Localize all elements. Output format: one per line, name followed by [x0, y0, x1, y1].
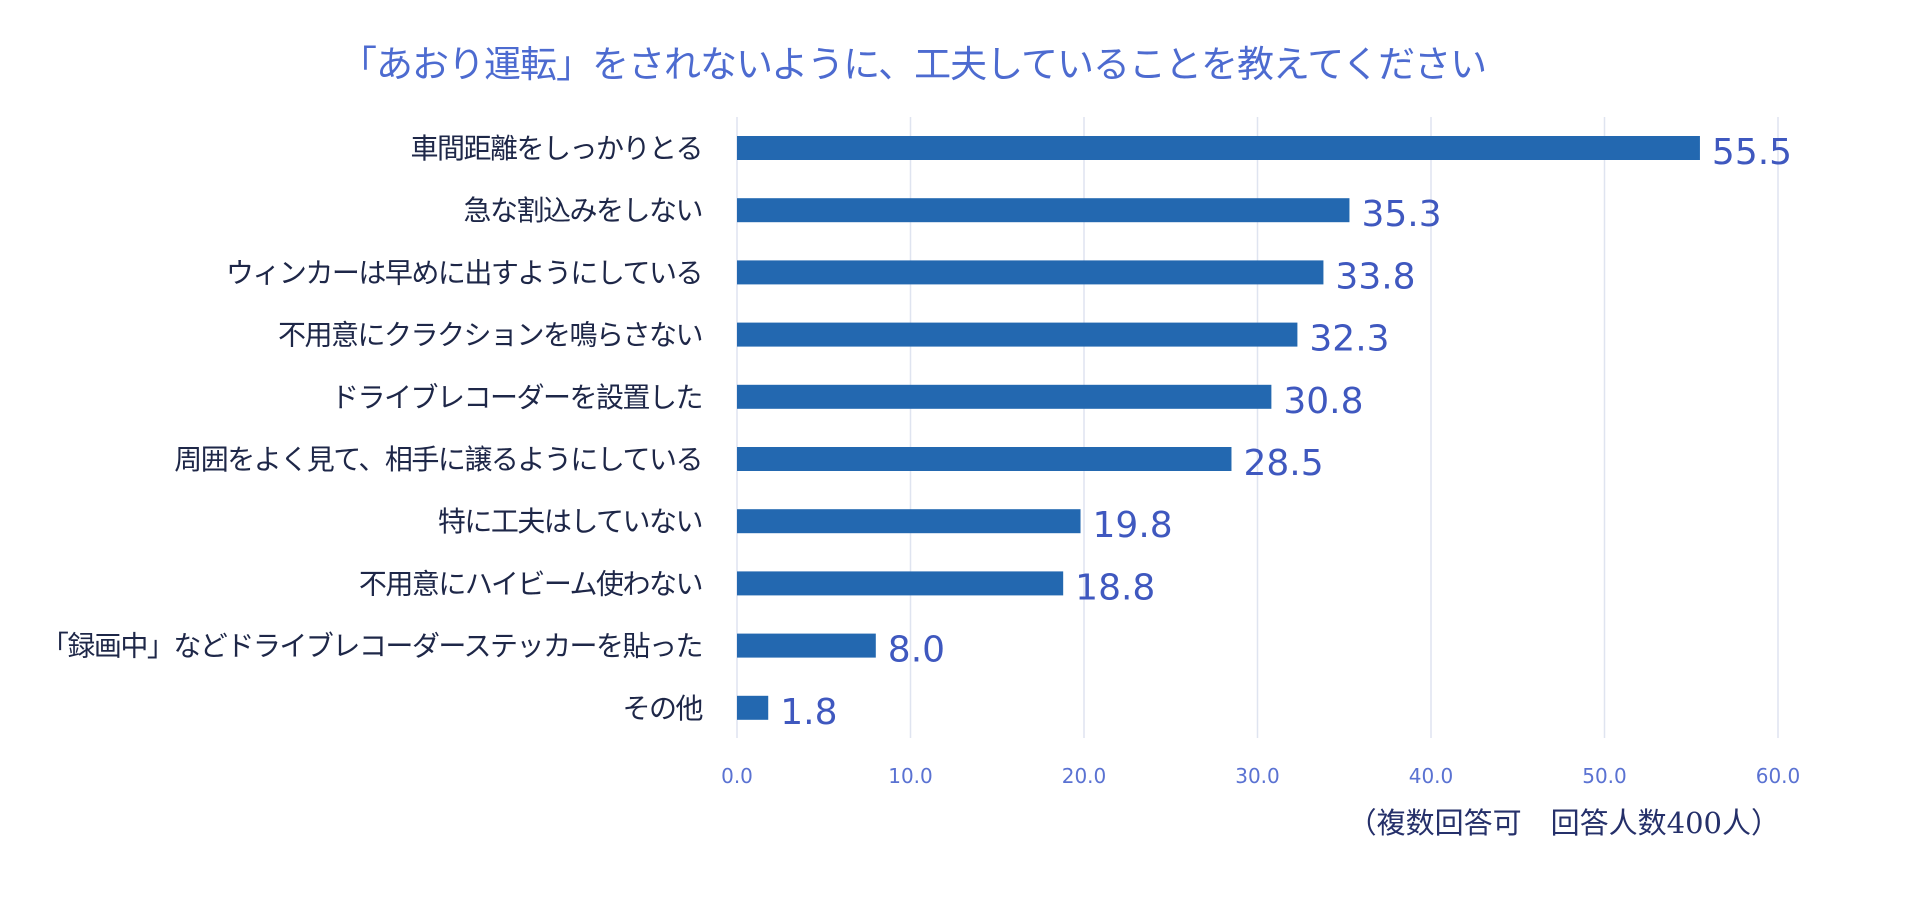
bar	[737, 198, 1350, 223]
bar	[737, 447, 1232, 471]
category-label: ウィンカーは早めに出すようにしている	[226, 256, 702, 289]
category-label: 特に工夫はしていない	[438, 505, 702, 538]
category-label: 「録画中」などドライブレコーダーステッカーを貼った	[41, 630, 702, 663]
bar	[737, 509, 1081, 534]
bar	[737, 260, 1324, 285]
value-label: 33.8	[1335, 256, 1415, 297]
category-label: 不用意にクラクションを鳴らさない	[278, 319, 702, 352]
bar	[737, 384, 1272, 409]
bar	[737, 695, 769, 720]
value-label: 35.3	[1361, 194, 1441, 235]
x-tick-label: 50.0	[1582, 764, 1627, 788]
x-tick-label: 10.0	[888, 764, 933, 788]
bar	[737, 633, 876, 658]
value-label: 8.0	[888, 630, 945, 671]
category-label: 不用意にハイビーム使わない	[359, 567, 702, 600]
value-label: 30.8	[1283, 381, 1363, 422]
chart-note: （複数回答可 回答人数400人）	[1347, 806, 1780, 840]
category-label: その他	[622, 692, 702, 725]
value-label: 19.8	[1093, 505, 1173, 546]
bar	[737, 322, 1298, 347]
chart-title: 「あおり運転」をされないように、工夫していることを教えてください	[340, 43, 1487, 86]
x-tick-label: 60.0	[1756, 764, 1801, 788]
category-label: ドライブレコーダーを設置した	[331, 381, 702, 414]
x-tick-label: 30.0	[1235, 764, 1280, 788]
bar	[737, 571, 1064, 596]
x-tick-label: 0.0	[721, 764, 753, 788]
value-label: 32.3	[1309, 319, 1389, 360]
value-label: 1.8	[780, 692, 837, 733]
category-label: 急な割込みをしない	[463, 194, 702, 227]
value-label: 28.5	[1243, 443, 1323, 484]
x-tick-label: 40.0	[1409, 764, 1454, 788]
value-label: 18.8	[1075, 567, 1155, 608]
bar	[737, 136, 1700, 160]
category-label: 周囲をよく見て、相手に譲るようにしている	[174, 443, 702, 476]
category-label: 車間距離をしっかりとる	[410, 132, 702, 165]
value-label: 55.5	[1712, 132, 1792, 173]
x-tick-label: 20.0	[1062, 764, 1107, 788]
